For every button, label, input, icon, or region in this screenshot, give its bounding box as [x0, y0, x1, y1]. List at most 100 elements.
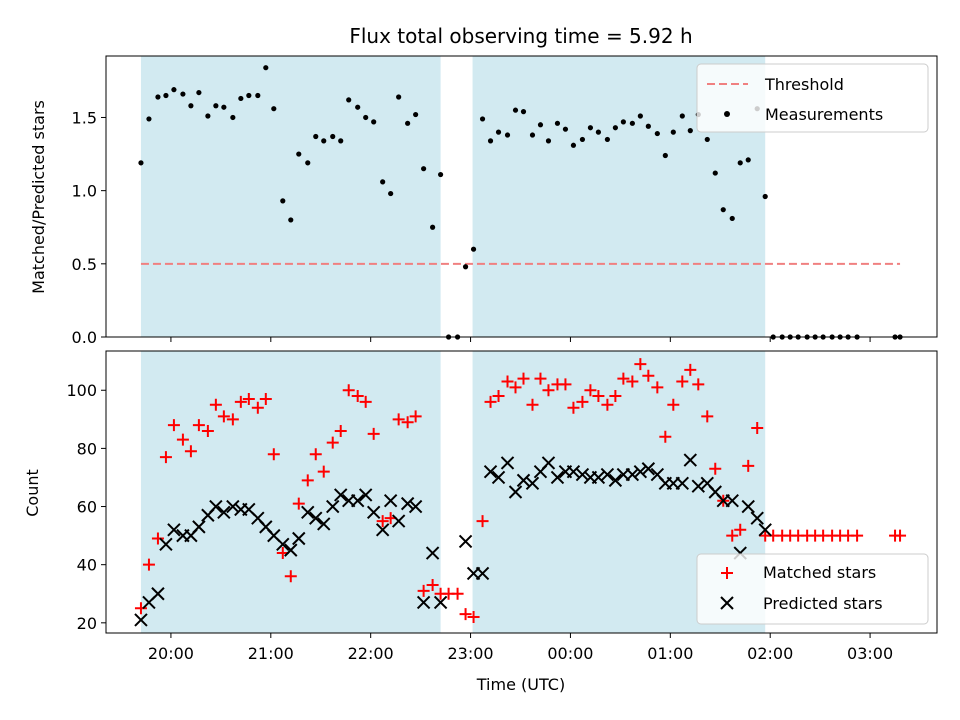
measurement-point	[554, 120, 561, 126]
measurement-point	[645, 123, 651, 129]
matched-stars-points	[134, 358, 907, 624]
predicted-star-point	[600, 467, 615, 482]
x-tick-label: 02:00	[747, 644, 793, 663]
measurement-point	[321, 138, 327, 144]
predicted-star-point	[383, 494, 398, 508]
predicted-star-point	[134, 613, 148, 627]
matched-star-point	[334, 424, 347, 437]
predicted-star-point	[675, 476, 690, 490]
predicted-star-point	[292, 531, 306, 546]
measurement-point	[504, 132, 511, 138]
matched-star-point	[309, 448, 322, 461]
measurement-point	[604, 136, 610, 143]
matched-star-point	[451, 587, 464, 600]
matched-star-point	[584, 384, 597, 397]
measurement-point	[205, 113, 211, 119]
measurement-point	[520, 109, 527, 115]
matched-star-point	[659, 430, 672, 443]
ratio-panel: 0.0 0.5 1.0 1.5 Matched/Predicted stars Thr…	[29, 55, 938, 347]
predicted-star-point	[151, 587, 165, 601]
predicted-star-point	[350, 494, 365, 508]
measurement-point	[363, 114, 369, 121]
measurement-point	[271, 106, 277, 112]
measurement-point	[620, 119, 626, 125]
matched-star-point	[726, 529, 739, 542]
matched-star-point	[734, 523, 747, 536]
predicted-stars-points	[134, 453, 772, 627]
measurement-point	[637, 113, 643, 119]
bottom-y-tick-label: 80	[77, 439, 97, 458]
measurement-point	[579, 136, 586, 143]
measurement-point	[662, 152, 668, 159]
predicted-star-point	[725, 494, 739, 508]
bottom-y-tick-label: 40	[77, 556, 97, 575]
predicted-star-point	[391, 514, 406, 528]
predicted-star-point	[226, 499, 240, 514]
predicted-star-point	[683, 453, 698, 467]
predicted-star-point	[167, 523, 181, 537]
matched-star-point	[392, 413, 405, 426]
x-tick-label: 22:00	[348, 644, 394, 663]
measurement-point	[512, 107, 519, 113]
predicted-star-point	[217, 505, 231, 520]
matched-star-point	[209, 398, 222, 411]
matched-star-point	[894, 529, 907, 542]
top-axes-frame	[105, 55, 938, 338]
predicted-star-point	[483, 464, 498, 479]
matched-star-point	[517, 372, 530, 385]
predicted-star-point	[758, 523, 772, 537]
matched-star-point	[501, 375, 514, 388]
measurement-point	[280, 198, 286, 204]
measurement-point	[462, 264, 469, 270]
top-legend: Threshold Measurements	[696, 63, 929, 133]
predicted-star-point	[433, 595, 448, 610]
matched-star-point	[534, 372, 547, 385]
measurement-point	[421, 166, 427, 172]
matched-star-point	[709, 462, 722, 475]
bottom-legend-box	[696, 553, 929, 625]
predicted-star-point	[566, 464, 581, 479]
matched-star-point	[467, 611, 480, 624]
measurement-point	[704, 136, 710, 143]
measurement-point	[213, 103, 219, 109]
measurement-point	[629, 120, 635, 126]
measurement-point	[529, 132, 536, 138]
measurement-point	[346, 97, 352, 103]
predicted-star-point	[209, 499, 223, 514]
matched-star-point	[409, 410, 422, 423]
matched-star-point	[367, 427, 380, 440]
measurement-point	[654, 130, 660, 137]
matched-star-point	[401, 416, 414, 429]
x-tick-label: 23:00	[448, 644, 494, 663]
matched-star-point	[376, 515, 389, 528]
chart-title: Flux total observing time = 5.92 h	[349, 24, 692, 48]
matched-star-point	[626, 375, 639, 388]
matched-star-point	[326, 436, 339, 449]
measurement-point	[355, 104, 361, 110]
matched-star-point	[567, 401, 580, 414]
measurement-point	[238, 95, 244, 102]
matched-star-point	[592, 390, 605, 403]
top-y-tick-label: 0.5	[72, 255, 97, 274]
predicted-star-point	[309, 511, 323, 525]
measurement-point	[163, 92, 169, 99]
matched-star-point	[301, 474, 314, 487]
bottom-y-axis-label: Count	[23, 469, 42, 517]
measurement-point	[437, 171, 444, 178]
matched-star-point	[342, 384, 355, 397]
predicted-star-point	[550, 470, 565, 485]
matched-star-point	[526, 398, 539, 411]
predicted-star-point	[591, 470, 606, 485]
matched-star-point	[292, 497, 305, 510]
predicted-star-point	[159, 537, 173, 552]
matched-star-point	[259, 392, 272, 405]
matched-star-point	[576, 395, 589, 408]
measurement-point	[313, 133, 319, 140]
predicted-star-point	[500, 456, 515, 470]
matched-legend-label: Matched stars	[763, 563, 876, 582]
measurement-point	[221, 104, 227, 110]
matched-star-point	[542, 384, 555, 397]
matched-star-point	[192, 419, 205, 432]
matched-star-point	[617, 372, 630, 385]
matched-star-point	[201, 424, 214, 437]
